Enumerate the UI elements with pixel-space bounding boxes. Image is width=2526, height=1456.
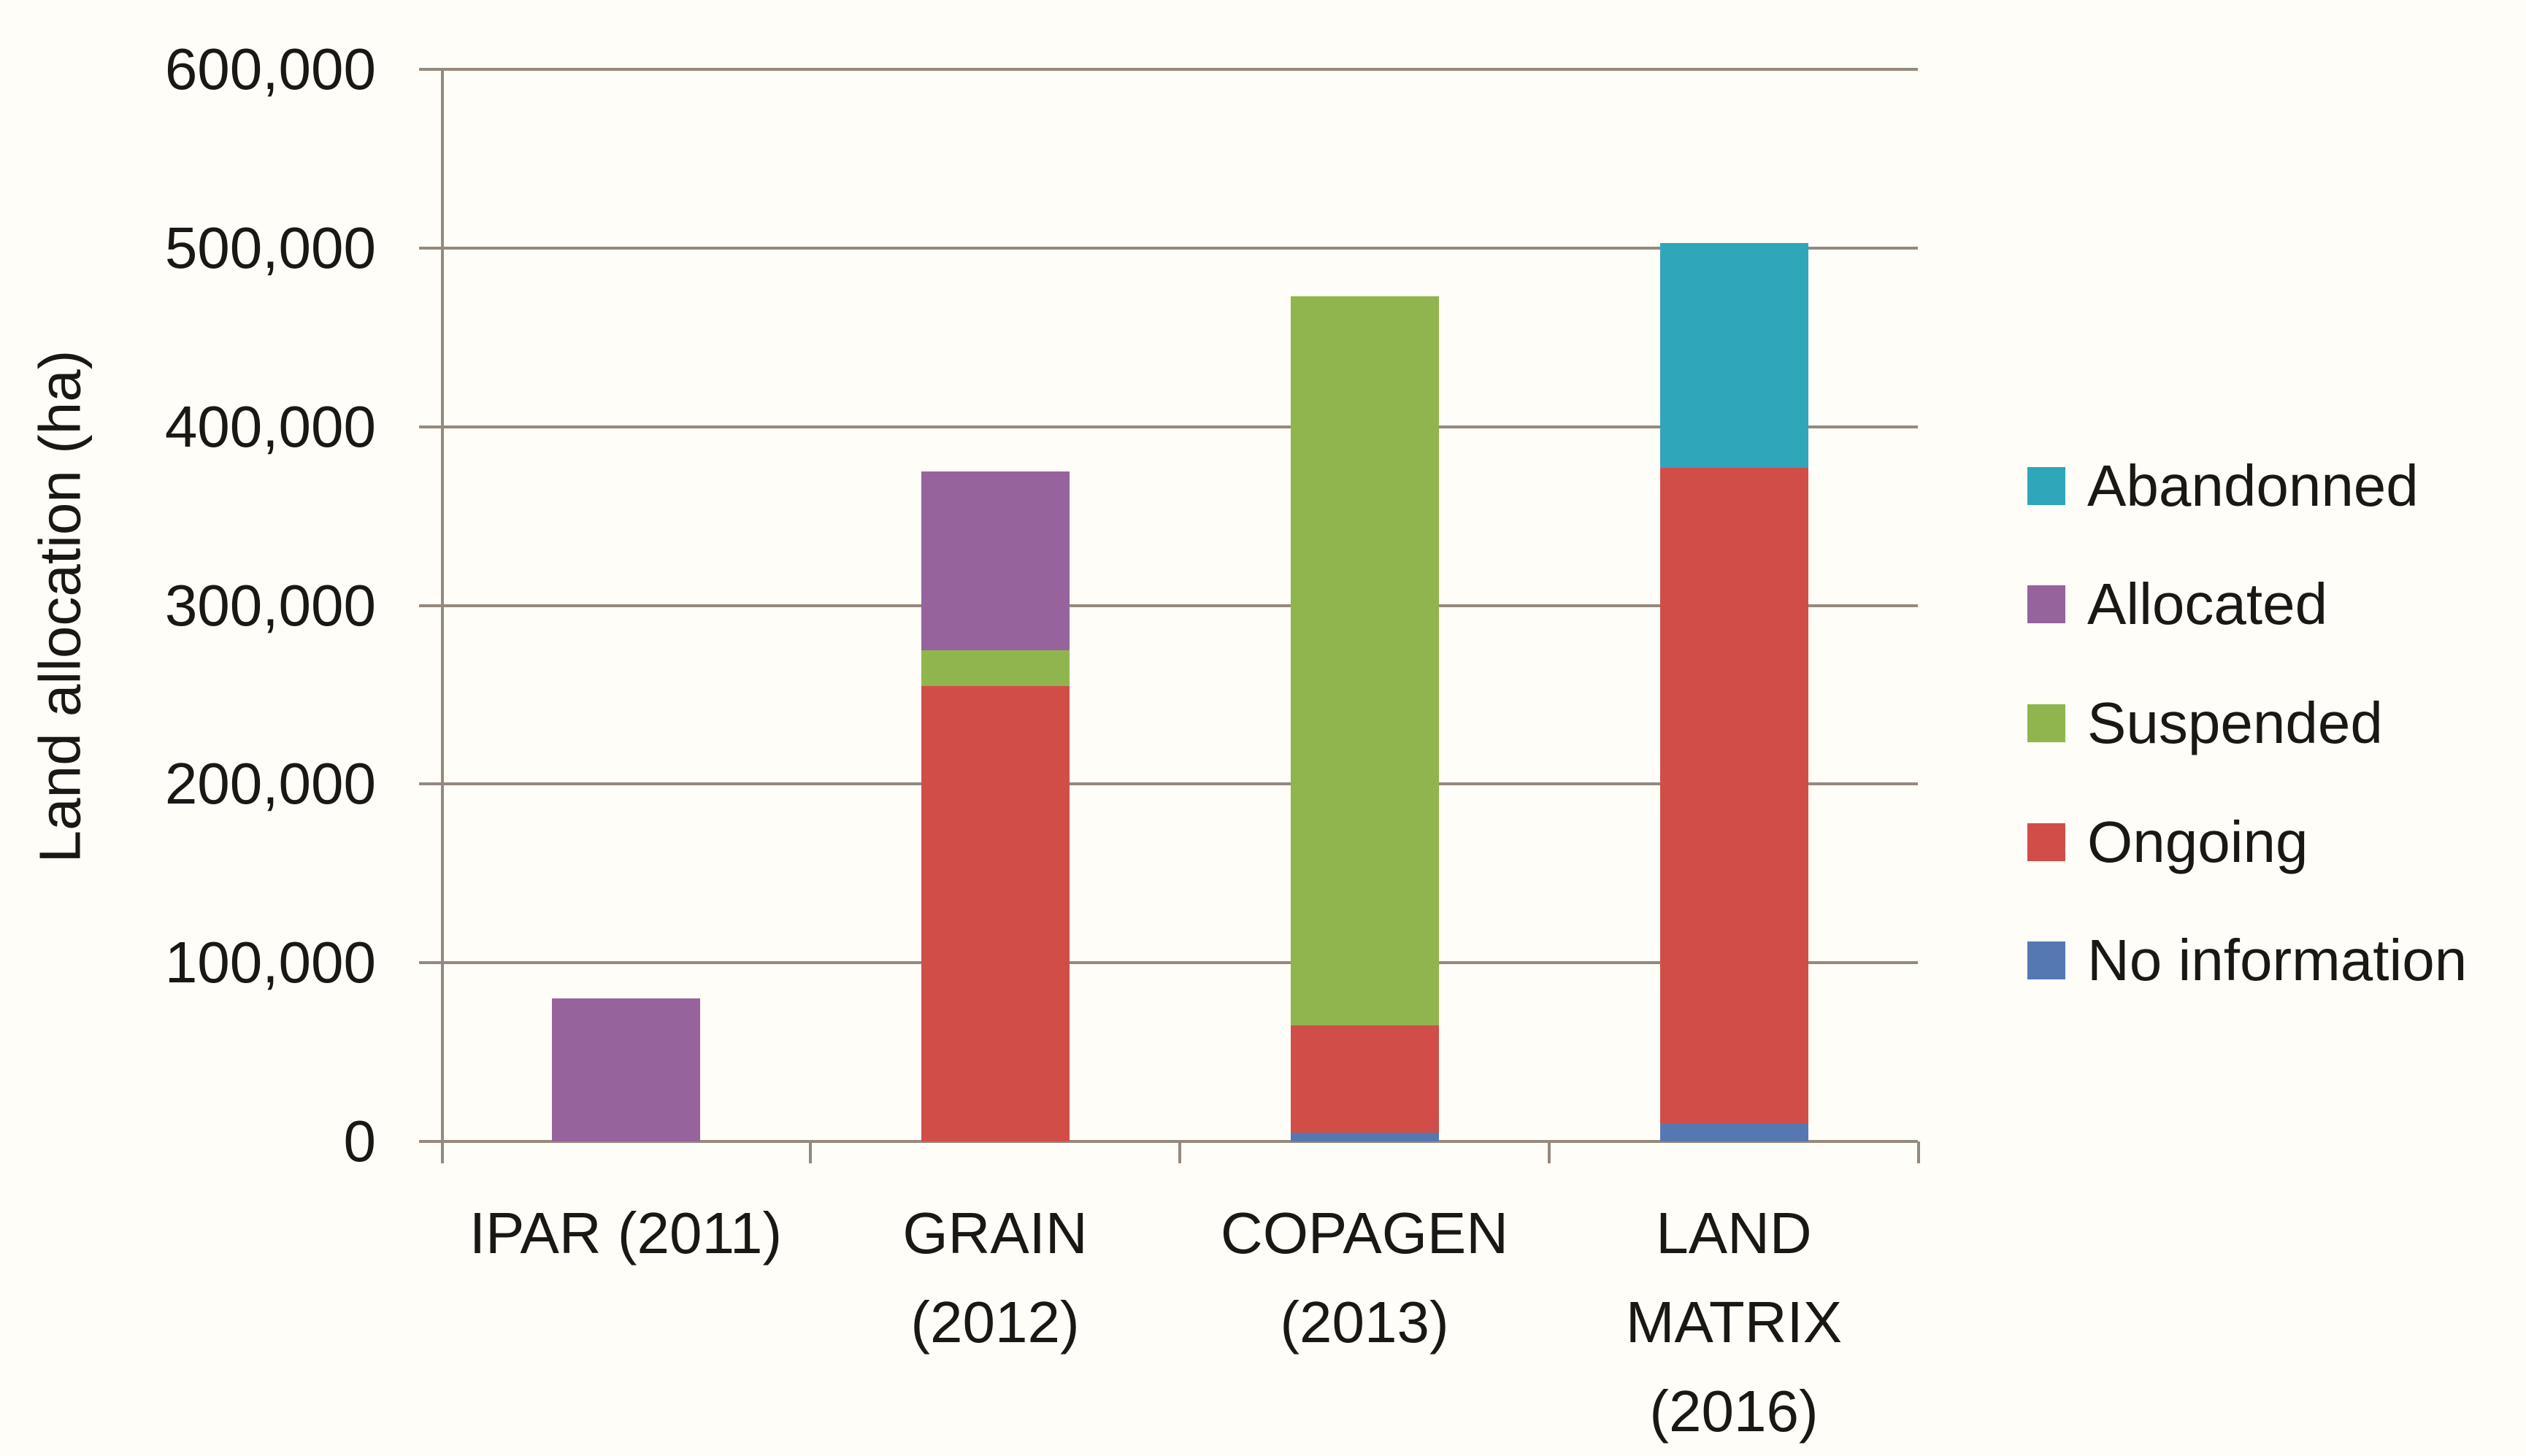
x-axis-baseline (419, 1140, 1918, 1143)
x-axis-category-label-line: COPAGEN (1220, 1201, 1509, 1266)
legend-label: Allocated (2087, 571, 2328, 636)
bar-segment-suspended (1290, 296, 1439, 1025)
bar-segment-allocated (551, 998, 700, 1141)
y-axis-tick-label: 200,000 (164, 751, 376, 817)
bar-segment-allocated (921, 471, 1070, 650)
x-axis-category-label-line: (2016) (1649, 1379, 1819, 1444)
bar-segment-suspended (921, 650, 1070, 686)
gridline (419, 68, 1918, 71)
bar-copagen-2013- (1290, 296, 1439, 1141)
x-axis-category-label-line: GRAIN (902, 1201, 1088, 1266)
x-axis-category-label-line: MATRIX (1625, 1290, 1843, 1355)
legend-item-no-information: No information (2027, 927, 2467, 994)
bar-segment-abandonned (1659, 242, 1808, 468)
legend-label: Ongoing (2087, 809, 2308, 874)
x-axis-tick (1178, 1141, 1181, 1163)
bar-segment-no-information (1659, 1123, 1808, 1141)
bar-ipar-2011- (551, 998, 700, 1141)
x-axis-category-label-line: LAND (1656, 1201, 1812, 1266)
legend-swatch (2027, 823, 2065, 861)
legend-item-abandonned: Abandonned (2027, 452, 2419, 520)
gridline (419, 782, 1918, 786)
bar-segment-ongoing (1290, 1025, 1439, 1133)
x-axis-tick (809, 1141, 812, 1163)
bar-segment-ongoing (1659, 468, 1808, 1124)
bar-segment-ongoing (921, 685, 1070, 1141)
legend-item-suspended: Suspended (2027, 690, 2383, 757)
y-axis-tick-label: 400,000 (164, 393, 376, 459)
x-axis-tick (1548, 1141, 1551, 1163)
legend-label: Suspended (2087, 690, 2383, 755)
x-axis-category-label-line: (2012) (910, 1290, 1080, 1355)
legend-item-ongoing: Ongoing (2027, 809, 2308, 876)
legend-item-allocated: Allocated (2027, 571, 2327, 638)
y-axis-tick-label: 0 (343, 1109, 377, 1174)
legend-swatch (2027, 585, 2065, 623)
gridline (419, 246, 1918, 250)
legend-swatch (2027, 467, 2065, 505)
y-axis-tick-label: 100,000 (164, 930, 376, 995)
bar-segment-no-information (1290, 1132, 1439, 1141)
y-axis-tick-label: 600,000 (164, 36, 376, 101)
legend-label: No information (2087, 928, 2468, 993)
legend-label: Abandonned (2087, 453, 2419, 518)
legend-swatch (2027, 941, 2065, 979)
x-axis-category-label-line: (2013) (1280, 1290, 1449, 1355)
x-axis-category-label: COPAGEN (2013) (1180, 1189, 1549, 1367)
x-axis-category-label-line: IPAR (2011) (469, 1201, 783, 1266)
y-axis-tick-label: 300,000 (164, 572, 376, 638)
x-axis-category-label: LAND MATRIX (2016) (1549, 1189, 1919, 1456)
y-axis-line (441, 69, 444, 1163)
bar-grain-2012- (921, 471, 1070, 1141)
gridline (419, 604, 1918, 607)
x-axis-category-label: GRAIN (2012) (810, 1189, 1180, 1367)
bar-land-matrix-2016- (1659, 242, 1808, 1141)
plot-area (419, 68, 1920, 1163)
legend-swatch (2027, 704, 2065, 742)
gridline (419, 961, 1918, 965)
y-axis-tick-label: 500,000 (164, 215, 376, 280)
x-axis-category-label: IPAR (2011) (441, 1189, 810, 1278)
gridline (419, 425, 1918, 428)
x-axis-tick (1917, 1141, 1920, 1163)
